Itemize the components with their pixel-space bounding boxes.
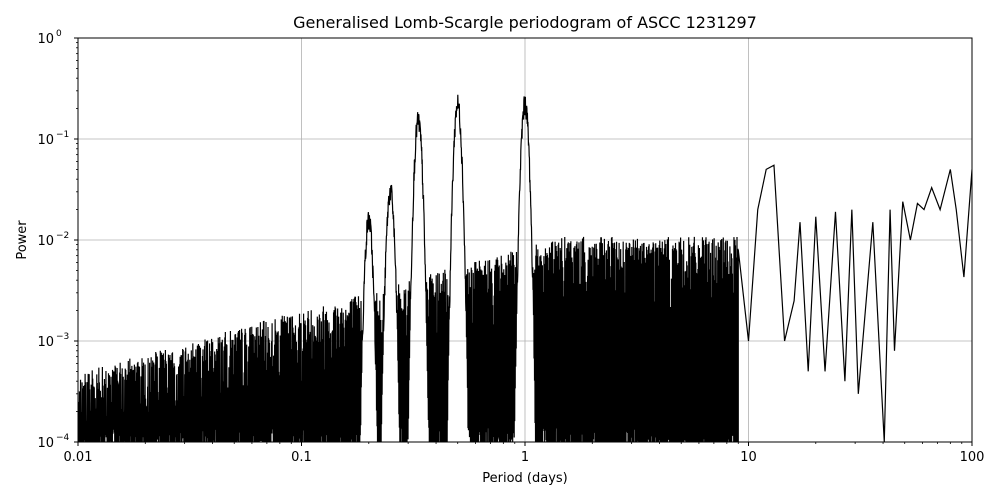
y-tick-base: 10 [37,32,54,47]
y-tick-base: 10 [37,133,54,148]
plot-data [78,94,972,442]
x-tick-label: 0.01 [64,450,93,465]
y-tick-label: 10 [37,234,54,249]
y-tick-label: 10 [37,335,54,350]
x-tick-label: 100 [960,450,985,465]
x-tick-label: 0.1 [291,450,312,465]
periodogram-series-line [78,94,972,442]
y-tick-base: 10 [37,335,54,350]
y-axis-label: Power [15,220,30,260]
x-tick-label: 10 [740,450,757,465]
y-tick-exponent: −2 [56,231,69,241]
y-tick-exponent: −4 [56,433,70,443]
y-tick-exponent: −1 [56,130,69,140]
y-tick-base: 10 [37,234,54,249]
x-axis-label: Period (days) [482,471,568,486]
y-tick-label: 10 [37,32,54,47]
y-tick-label: 10 [37,436,54,451]
y-tick-exponent: −3 [56,332,69,342]
y-tick-exponent: 0 [56,29,62,39]
x-tick-label: 1 [521,450,529,465]
chart-title: Generalised Lomb-Scargle periodogram of … [293,13,757,32]
y-tick-label: 10 [37,133,54,148]
y-tick-base: 10 [37,436,54,451]
